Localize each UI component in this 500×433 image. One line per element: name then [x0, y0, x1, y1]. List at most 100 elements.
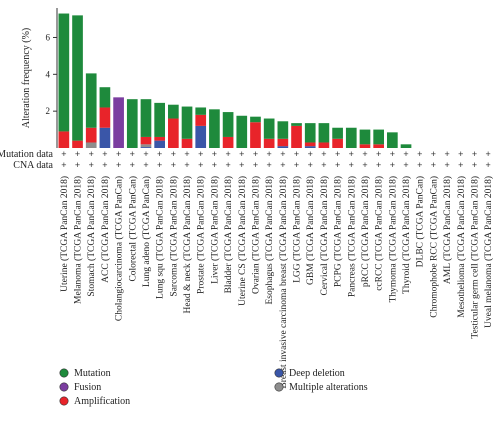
- category-label: Colorectal (TCGA PanCan): [127, 176, 138, 282]
- bar-segment-mutation: [291, 123, 302, 126]
- data-availability-marker: +: [102, 149, 107, 159]
- data-availability-marker: +: [253, 149, 258, 159]
- bar-segment-deep-deletion: [195, 125, 207, 148]
- data-availability-marker: +: [184, 160, 189, 170]
- bar-segment-amplification: [373, 144, 384, 148]
- category-label: Uveal melanoma (TCGA PanCan 2018): [483, 176, 494, 328]
- row-label: CNA data: [13, 160, 53, 171]
- legend-swatch: [274, 368, 284, 378]
- data-availability-marker: +: [294, 149, 299, 159]
- y-tick-label: 6: [46, 32, 51, 42]
- bar-segment-mutation: [140, 99, 152, 137]
- data-availability-marker: +: [157, 160, 162, 170]
- bar-segment-deep-deletion: [140, 147, 152, 148]
- category-label: ccRCC (TCGA PanCan 2018): [374, 176, 385, 291]
- bar-segment-mutation: [345, 127, 357, 148]
- bar-segment-amplification: [222, 136, 234, 148]
- data-availability-marker: +: [225, 160, 230, 170]
- category-label: Mesothelioma (TCGA PanCan 2018): [456, 176, 467, 318]
- data-availability-marker: +: [431, 160, 436, 170]
- category-label: Uterine (TCGA PanCan 2018): [59, 176, 70, 292]
- legend-label: Mutation: [74, 368, 111, 379]
- bar-segment-amplification: [168, 118, 179, 148]
- category-label: Cervical (TCGA PanCan 2018): [319, 176, 330, 296]
- legend-swatch: [59, 368, 69, 378]
- data-availability-marker: +: [335, 160, 340, 170]
- category-label: Bladder (TCGA PanCan 2018): [223, 176, 234, 293]
- data-availability-marker: +: [458, 149, 463, 159]
- bar-segment-mutation: [277, 121, 289, 139]
- data-availability-marker: +: [212, 160, 217, 170]
- data-availability-marker: +: [75, 149, 80, 159]
- data-availability-marker: +: [130, 149, 135, 159]
- bar-segment-multiple-alterations: [140, 144, 152, 148]
- bar-segment-mutation: [250, 116, 261, 123]
- data-availability-marker: +: [212, 149, 217, 159]
- legend-label: Deep deletion: [289, 368, 345, 379]
- data-availability-marker: +: [239, 160, 244, 170]
- bar-segment-mutation: [304, 123, 316, 143]
- category-labels: Uterine (TCGA PanCan 2018) Melanoma (TCGA…: [59, 176, 494, 389]
- data-availability-marker: +: [403, 149, 408, 159]
- chart-axes: 2 4 6 Alteration frequency (%): [21, 8, 58, 148]
- data-availability-marker: +: [184, 149, 189, 159]
- data-availability-marker: +: [444, 149, 449, 159]
- bar-segment-multiple-alterations: [85, 142, 97, 148]
- category-label: Thyroid (TCGA PanCan 2018): [401, 176, 412, 294]
- data-availability-marker: +: [362, 160, 367, 170]
- bar-segment-deep-deletion: [277, 146, 289, 148]
- category-label: Lung adeno (TCGA PanCan): [141, 176, 152, 287]
- bar-segment-mutation: [99, 87, 111, 108]
- data-availability-marker: +: [472, 160, 477, 170]
- category-label: Head & neck (TCGA PanCan 2018): [182, 176, 193, 313]
- data-availability-marker: +: [294, 160, 299, 170]
- data-availability-marker: +: [89, 149, 94, 159]
- data-availability-marker: +: [89, 160, 94, 170]
- bar-segment-fusion: [113, 97, 124, 148]
- category-label: Chromophobe RCC (TCGA PanCan): [428, 176, 439, 318]
- bar-segment-deep-deletion: [99, 127, 111, 148]
- category-label: Cholangiocarcinoma (TCGA PanCan): [114, 176, 125, 321]
- bar-segment-mutation: [168, 104, 179, 119]
- bar-segment-amplification: [154, 136, 165, 141]
- bar-segment-mutation: [318, 123, 330, 143]
- bar-segment-amplification: [85, 127, 97, 143]
- data-availability-marker: +: [321, 160, 326, 170]
- data-availability-marker: +: [458, 160, 463, 170]
- category-label: Lung squ (TCGA PanCan 2018): [155, 176, 166, 299]
- data-availability-marker: +: [321, 149, 326, 159]
- data-availability-marker: +: [431, 149, 436, 159]
- y-tick-label: 4: [46, 69, 51, 79]
- bar-segment-mutation: [195, 107, 207, 115]
- data-availability-marker: +: [61, 160, 66, 170]
- data-availability-marker: +: [253, 160, 258, 170]
- data-availability-marker: +: [198, 149, 203, 159]
- bar-segment-mutation: [85, 73, 97, 128]
- bar-segment-mutation: [263, 118, 275, 139]
- data-availability-marker: +: [472, 149, 477, 159]
- bar-segment-mutation: [222, 112, 234, 137]
- data-availability-marker: +: [75, 160, 80, 170]
- category-label: Uterine CS (TCGA PanCan 2018): [237, 176, 248, 306]
- data-availability-marker: +: [157, 149, 162, 159]
- data-availability-marker: +: [486, 160, 491, 170]
- bar-segment-amplification: [291, 125, 302, 148]
- category-label: AML (TCGA PanCan 2018): [442, 176, 453, 284]
- data-availability-marker: +: [390, 149, 395, 159]
- data-availability-marker: +: [376, 160, 381, 170]
- data-availability-marker: +: [349, 149, 354, 159]
- bar-segment-deep-deletion: [304, 146, 316, 148]
- data-availability-marker: +: [116, 149, 121, 159]
- data-availability-rows: Mutation data + + + + + + + + + + + + + + + + + + + + + + + + + + +…: [0, 149, 491, 171]
- data-availability-marker: +: [376, 149, 381, 159]
- legend-swatch: [274, 382, 284, 392]
- legend-swatch: [59, 396, 69, 406]
- category-label: Stomach (TCGA PanCan 2018): [86, 176, 97, 297]
- category-label: DLBC (TCGA PanCan): [415, 176, 426, 267]
- category-label: GBM (TCGA PanCan 2018): [305, 176, 316, 285]
- data-availability-marker: +: [130, 160, 135, 170]
- data-availability-marker: +: [267, 160, 272, 170]
- bar-segment-amplification: [99, 107, 111, 128]
- category-label: PCPG (TCGA PanCan 2018): [333, 176, 344, 287]
